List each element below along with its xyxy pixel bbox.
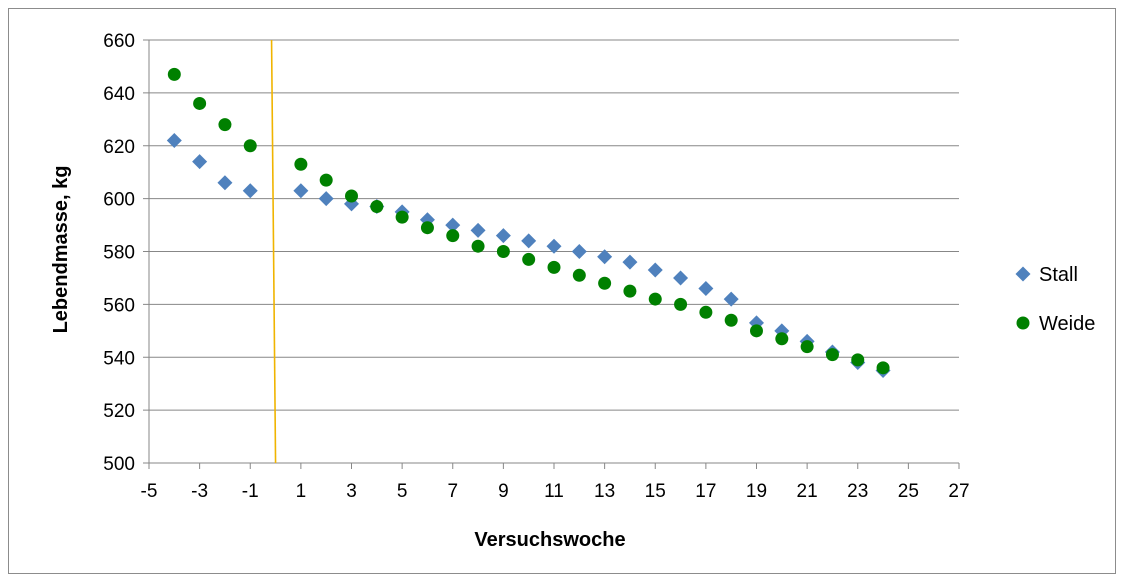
x-tick-label: 1 — [296, 481, 307, 502]
point-stall — [571, 244, 587, 259]
point-weide — [193, 96, 207, 110]
x-tick-labels: -5 -3 -1 1 3 5 7 9 11 13 15 17 19 21 23 25 27 — [141, 481, 970, 502]
y-tick-label: 620 — [103, 137, 135, 158]
y-tick-label: 660 — [103, 31, 135, 52]
legend-label-stall: Stall — [1039, 264, 1078, 286]
x-tick-label: 5 — [397, 481, 408, 502]
point-weide — [572, 268, 586, 282]
reference-line — [270, 39, 277, 464]
point-weide — [623, 284, 637, 298]
legend-item-stall: Stall — [1015, 264, 1078, 286]
point-weide — [370, 200, 384, 214]
point-stall — [192, 154, 208, 170]
point-weide — [648, 292, 662, 306]
axes — [143, 39, 960, 469]
x-tick-label: 15 — [645, 481, 666, 502]
legend-item-weide: Weide — [1016, 313, 1095, 335]
y-tick-label: 580 — [103, 243, 135, 264]
point-stall — [521, 233, 537, 249]
point-stall — [166, 132, 182, 148]
legend-label-weide: Weide — [1039, 313, 1095, 335]
legend-marker-stall — [1015, 266, 1031, 282]
y-tick-label: 600 — [103, 190, 135, 211]
point-stall — [546, 238, 562, 254]
x-tick-label: 3 — [346, 481, 357, 502]
x-tick-label: 23 — [847, 481, 868, 502]
x-tick-label: 25 — [898, 481, 919, 502]
y-tick-label: 520 — [103, 401, 135, 422]
point-weide — [218, 118, 232, 132]
point-weide — [775, 332, 789, 346]
point-weide — [446, 229, 460, 243]
chart-frame: -5 -3 -1 1 3 5 7 9 11 13 15 17 19 21 23 25 27 500 520 540 5… — [8, 8, 1116, 574]
x-axis-title: Versuchswoche — [474, 529, 625, 551]
chart-svg: -5 -3 -1 1 3 5 7 9 11 13 15 17 19 21 23 25 27 5005205405… — [50, 31, 1095, 551]
point-stall — [470, 222, 486, 238]
point-weide — [674, 297, 688, 311]
point-stall — [673, 270, 689, 286]
x-tick-label: 7 — [447, 481, 458, 502]
point-weide — [851, 353, 865, 367]
point-weide — [750, 324, 763, 338]
y-tick-label: 540 — [103, 348, 135, 369]
y-tick-label: 640 — [103, 84, 135, 105]
point-stall — [723, 291, 739, 307]
point-weide — [800, 340, 814, 354]
x-tick-label: 9 — [498, 481, 509, 502]
point-stall — [698, 281, 714, 297]
point-stall — [217, 175, 233, 191]
y-axis-title: Lebendmasse, kg — [50, 166, 72, 334]
y-tick-label: 560 — [103, 295, 135, 316]
x-tick-label: 17 — [695, 481, 716, 502]
data-series — [166, 67, 891, 378]
x-tick-label: 11 — [544, 481, 564, 502]
x-tick-label: 19 — [746, 481, 767, 502]
reference-line-week-0 — [270, 39, 277, 464]
point-weide — [699, 305, 713, 319]
series-weide — [167, 67, 890, 375]
point-weide — [825, 348, 839, 362]
point-weide — [319, 173, 333, 187]
point-stall — [647, 262, 663, 278]
point-weide — [598, 276, 612, 290]
point-stall — [597, 249, 613, 265]
y-tick-label: 500 — [103, 454, 135, 475]
point-weide — [420, 221, 434, 235]
point-stall — [495, 228, 511, 244]
x-tick-label: 27 — [948, 481, 969, 502]
point-weide — [496, 245, 510, 258]
point-stall — [622, 254, 638, 270]
x-tick-label: -3 — [191, 481, 208, 502]
x-tick-label: 21 — [797, 481, 818, 502]
point-weide — [167, 67, 181, 81]
legend-marker-weide — [1016, 316, 1030, 330]
point-stall — [445, 217, 461, 233]
x-tick-label: -5 — [141, 481, 158, 502]
point-weide — [522, 252, 536, 266]
point-weide — [345, 189, 358, 203]
point-weide — [876, 361, 890, 375]
x-tick-label: -1 — [242, 481, 259, 502]
x-tick-label: 13 — [594, 481, 615, 502]
point-weide — [294, 157, 308, 171]
point-weide — [395, 210, 409, 224]
point-stall — [293, 183, 309, 199]
point-weide — [547, 260, 561, 274]
point-weide — [471, 239, 485, 253]
legend: Stall Weide — [1015, 264, 1095, 335]
point-stall — [318, 191, 334, 207]
point-weide — [724, 313, 738, 327]
point-stall — [242, 183, 258, 199]
y-tick-labels: 500 520 540 560 580 600 620 640 660 — [103, 31, 135, 475]
point-weide — [243, 139, 257, 153]
